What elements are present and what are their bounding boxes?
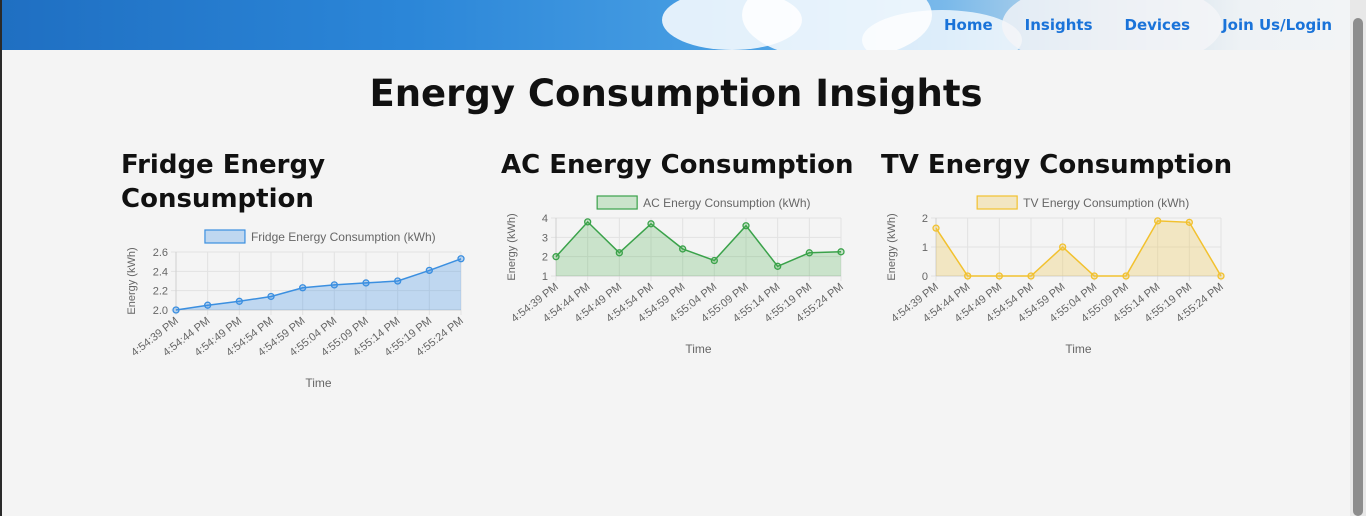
ac-data-point[interactable] bbox=[552, 253, 560, 261]
fridge-chart: Fridge Energy Consumption (kWh) 2.0 2.2 2.4… bbox=[126, 229, 466, 390]
fridge-data-point[interactable] bbox=[299, 284, 307, 292]
ac-heading: AC Energy Consumption bbox=[501, 150, 854, 180]
tv-series-line bbox=[935, 220, 1222, 277]
tv-data-point[interactable] bbox=[1154, 217, 1162, 225]
ac-x-axis-title: Time bbox=[685, 342, 712, 356]
ac-y-tick-label: 1 bbox=[542, 271, 548, 283]
ac-area-fill bbox=[556, 221, 841, 276]
fridge-data-point[interactable] bbox=[204, 301, 212, 309]
ac-data-point[interactable] bbox=[805, 249, 813, 257]
ac-data-point[interactable] bbox=[774, 262, 782, 270]
ac-legend-swatch[interactable] bbox=[596, 195, 638, 210]
ac-data-point[interactable] bbox=[742, 222, 750, 230]
tv-legend-swatch[interactable] bbox=[976, 195, 1018, 210]
tv-y-tick-label: 2 bbox=[922, 213, 928, 225]
tv-data-point[interactable] bbox=[932, 224, 940, 232]
nav-link-home[interactable]: Home bbox=[943, 16, 993, 34]
ac-data-point[interactable] bbox=[615, 249, 623, 257]
tv-data-point[interactable] bbox=[1090, 272, 1098, 280]
fridge-data-point[interactable] bbox=[362, 279, 370, 287]
tv-x-axis-title: Time bbox=[1065, 342, 1092, 356]
tv-data-point[interactable] bbox=[1059, 243, 1067, 251]
ac-data-point[interactable] bbox=[837, 248, 845, 256]
tv-data-point[interactable] bbox=[1185, 218, 1193, 226]
fridge-x-axis-title: Time bbox=[305, 376, 332, 390]
ac-y-tick-label: 4 bbox=[542, 213, 548, 225]
nav-link-join-login[interactable]: Join Us/Login bbox=[1222, 16, 1332, 34]
tv-area-fill bbox=[936, 220, 1221, 276]
vertical-scrollbar[interactable] bbox=[1350, 0, 1366, 516]
ac-data-point[interactable] bbox=[584, 218, 592, 226]
tv-y-tick-label: 1 bbox=[922, 242, 928, 254]
main-nav: Home Insights Devices Join Us/Login bbox=[944, 0, 1332, 50]
fridge-data-point[interactable] bbox=[172, 306, 180, 314]
tv-panel: TV Energy Consumption bbox=[881, 148, 1241, 182]
page-title: Energy Consumption Insights bbox=[369, 72, 983, 115]
fridge-y-tick-label: 2.6 bbox=[153, 247, 168, 259]
site-header: Home Insights Devices Join Us/Login bbox=[2, 0, 1350, 50]
ac-y-tick-label: 2 bbox=[542, 252, 548, 264]
fridge-legend-swatch[interactable] bbox=[204, 229, 246, 244]
fridge-data-point[interactable] bbox=[267, 292, 275, 301]
fridge-y-axis-title: Energy (kWh) bbox=[126, 247, 138, 314]
ac-y-axis-title: Energy (kWh) bbox=[506, 213, 518, 280]
tv-data-point[interactable] bbox=[1217, 272, 1225, 280]
fridge-area-fill bbox=[176, 258, 461, 310]
tv-legend-label: TV Energy Consumption (kWh) bbox=[1023, 196, 1189, 210]
tv-data-point[interactable] bbox=[1122, 272, 1130, 280]
fridge-panel: Fridge Energy Consumption bbox=[121, 148, 461, 216]
fridge-heading: Fridge Energy Consumption bbox=[121, 148, 461, 216]
tv-data-point[interactable] bbox=[1027, 272, 1035, 280]
fridge-legend-label: Fridge Energy Consumption (kWh) bbox=[251, 230, 436, 244]
ac-data-point[interactable] bbox=[647, 220, 655, 228]
fridge-y-tick-label: 2.0 bbox=[153, 305, 168, 317]
ac-legend-label: AC Energy Consumption (kWh) bbox=[643, 196, 810, 210]
fridge-series-line bbox=[175, 258, 462, 311]
ac-panel: AC Energy Consumption bbox=[501, 148, 861, 182]
fridge-data-point[interactable] bbox=[457, 255, 465, 263]
fridge-data-point[interactable] bbox=[394, 277, 402, 285]
ac-y-tick-label: 3 bbox=[542, 232, 548, 244]
tv-heading: TV Energy Consumption bbox=[881, 150, 1233, 180]
scrollbar-thumb[interactable] bbox=[1353, 18, 1363, 516]
tv-y-tick-label: 0 bbox=[922, 271, 928, 283]
nav-link-insights[interactable]: Insights bbox=[1024, 16, 1093, 34]
ac-data-point[interactable] bbox=[679, 245, 687, 253]
tv-data-point[interactable] bbox=[964, 272, 972, 280]
fridge-y-tick-label: 2.4 bbox=[153, 266, 168, 278]
fridge-data-point[interactable] bbox=[235, 297, 243, 305]
fridge-data-point[interactable] bbox=[425, 266, 433, 275]
nav-link-devices[interactable]: Devices bbox=[1124, 16, 1191, 34]
ac-data-point[interactable] bbox=[710, 256, 718, 265]
fridge-heading-line1: Fridge Energy bbox=[121, 150, 326, 180]
fridge-heading-line2: Consumption bbox=[121, 184, 314, 214]
fridge-data-point[interactable] bbox=[330, 281, 338, 289]
tv-data-point[interactable] bbox=[995, 272, 1003, 280]
fridge-y-tick-label: 2.2 bbox=[153, 286, 168, 298]
ac-series-line bbox=[555, 220, 842, 268]
tv-y-axis-title: Energy (kWh) bbox=[886, 213, 898, 280]
